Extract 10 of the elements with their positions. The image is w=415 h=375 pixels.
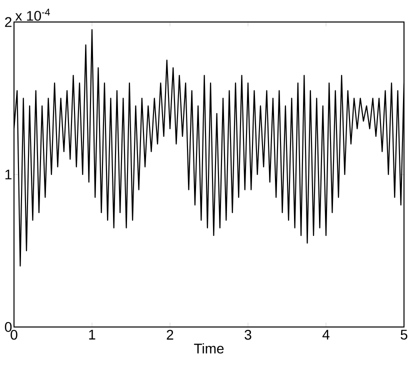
y-tick-label: 0	[4, 322, 12, 332]
x-tick-label: 2	[166, 330, 174, 340]
text: x 10$^{-4}$	[15, 8, 50, 21]
x-tick-label: 1	[89, 330, 96, 340]
x-tick-label: 4	[322, 330, 330, 340]
x-tick-label: 3	[244, 330, 252, 340]
y-tick-label: 2	[5, 17, 12, 27]
y-tick-label: 1	[5, 170, 12, 180]
x-axis-title: Time	[194, 343, 224, 354]
x-tick-label: 5	[400, 330, 408, 340]
